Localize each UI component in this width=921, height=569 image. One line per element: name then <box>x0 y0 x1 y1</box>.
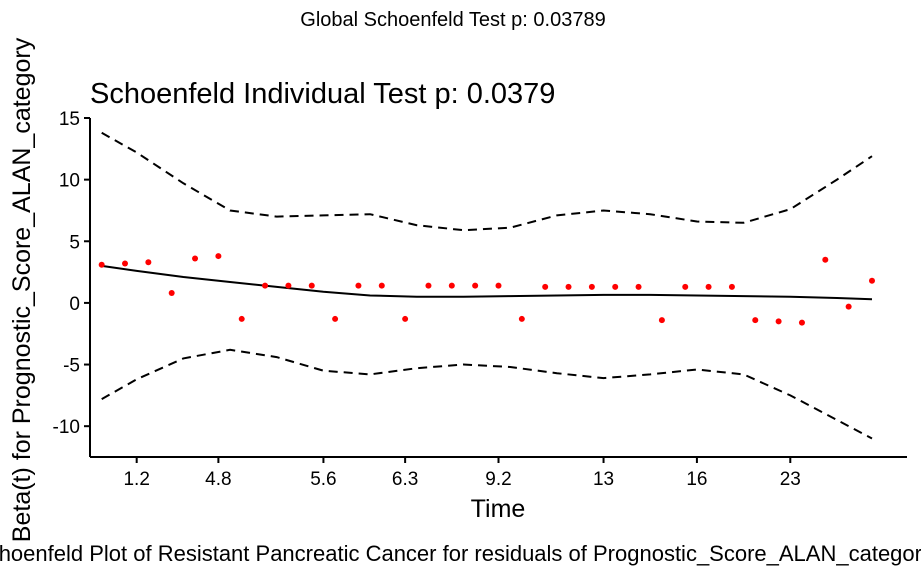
residual-point <box>495 282 502 289</box>
residual-point <box>402 315 409 322</box>
residual-point <box>378 282 385 289</box>
residual-point <box>192 255 199 262</box>
plot-area: -10 -5 0 5 10 15 1.2 4.8 5.6 6.3 9.2 13 16 23 <box>53 109 907 490</box>
residual-point <box>238 315 245 322</box>
residual-point <box>425 282 432 289</box>
residual-point <box>332 315 339 322</box>
y-tick-label: 10 <box>59 171 80 192</box>
residual-point <box>635 283 642 290</box>
residual-point <box>798 319 805 326</box>
residual-point <box>728 283 735 290</box>
residual-point <box>285 282 292 289</box>
y-tick-label: 0 <box>69 294 80 315</box>
residual-point <box>822 256 829 263</box>
y-tick-label: 15 <box>59 109 80 130</box>
x-tick-label: 1.2 <box>123 469 149 490</box>
x-tick-label: 9.2 <box>485 469 511 490</box>
residual-point <box>168 290 175 297</box>
residual-point <box>682 283 689 290</box>
x-tick-label: 16 <box>686 469 707 490</box>
y-tick-label: 5 <box>69 232 80 253</box>
residual-point <box>308 282 315 289</box>
residual-point <box>518 315 525 322</box>
residual-point <box>868 277 875 284</box>
upper-confidence-band <box>101 131 873 232</box>
residual-point <box>752 317 759 324</box>
y-tick-label: -5 <box>63 356 80 377</box>
y-tick-label: -10 <box>53 417 80 438</box>
y-axis-title: Beta(t) for Prognostic_Score_ALAN_catego… <box>8 37 36 542</box>
residual-point <box>588 283 595 290</box>
x-tick-label: 6.3 <box>392 469 418 490</box>
x-tick-label: 4.8 <box>205 469 231 490</box>
residual-point <box>215 253 222 260</box>
residual-point <box>145 259 152 266</box>
residual-point <box>658 317 665 324</box>
residual-point <box>122 260 129 267</box>
x-tick-label: 13 <box>593 469 614 490</box>
residual-point <box>542 283 549 290</box>
residual-point <box>565 283 572 290</box>
residual-points <box>98 253 875 326</box>
residual-point <box>355 282 362 289</box>
plot-caption: Schoenfeld Plot of Resistant Pancreatic … <box>0 541 921 566</box>
x-axis-ticks: 1.2 4.8 5.6 6.3 9.2 13 16 23 <box>123 457 801 490</box>
x-tick-label: 23 <box>780 469 801 490</box>
x-axis-title: Time <box>471 495 526 523</box>
residual-point <box>262 282 269 289</box>
residual-point <box>472 282 479 289</box>
x-tick-label: 5.6 <box>310 469 336 490</box>
lower-confidence-band <box>101 348 873 440</box>
residual-point <box>845 303 852 310</box>
smoothed-fit-line <box>101 264 873 301</box>
y-axis-ticks: -10 -5 0 5 10 15 <box>53 109 90 438</box>
residual-point <box>448 282 455 289</box>
residual-point <box>612 283 619 290</box>
residual-point <box>775 318 782 325</box>
residual-point <box>98 261 105 268</box>
residual-point <box>705 283 712 290</box>
chart-title: Schoenfeld Individual Test p: 0.0379 <box>90 78 555 110</box>
global-test-title: Global Schoenfeld Test p: 0.03789 <box>300 9 605 31</box>
